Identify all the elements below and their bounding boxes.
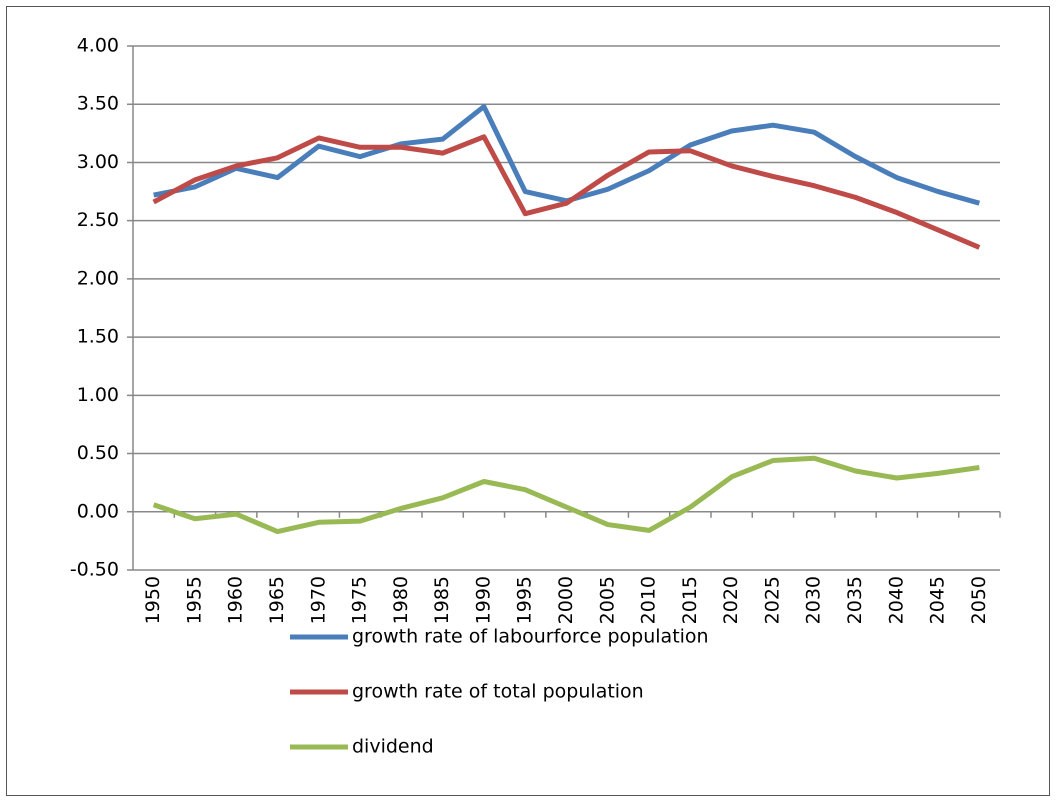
x-tick-label: 1960 (225, 576, 247, 624)
frame (6, 6, 1050, 796)
x-tick-label: 2025 (761, 576, 783, 624)
y-tick-label: 3.50 (77, 93, 119, 115)
y-tick-label: 2.50 (77, 209, 119, 231)
x-tick-label: 1975 (349, 576, 371, 624)
x-tick-label: 1980 (390, 576, 412, 624)
x-tick-label: 2015 (679, 576, 701, 624)
series-line (152, 455, 980, 535)
legend-label: dividend (352, 736, 434, 758)
x-tick-label: 1965 (266, 576, 288, 624)
legend-label: growth rate of labourforce population (352, 626, 709, 648)
y-tick-label: -0.50 (70, 559, 119, 581)
y-tick-label: 0.00 (77, 500, 119, 522)
x-tick-label: 1995 (514, 576, 536, 624)
x-tick-label: 2050 (968, 576, 990, 624)
x-tick-label: 2040 (885, 576, 907, 624)
x-tick-label: 2005 (596, 576, 618, 624)
y-tick-label: 4.00 (77, 35, 119, 57)
x-tick-label: 2010 (638, 576, 660, 624)
y-tick-label: 1.00 (77, 384, 119, 406)
y-tick-label: 0.50 (77, 442, 119, 464)
x-tick-label: 1970 (307, 576, 329, 624)
y-tick-label: 1.50 (77, 326, 119, 348)
x-tick-label: 2045 (927, 576, 949, 624)
y-tick-label: 3.00 (77, 151, 119, 173)
x-tick-label: 2030 (803, 576, 825, 624)
legend-label: growth rate of total population (352, 681, 644, 703)
x-tick-label: 1955 (183, 576, 205, 624)
x-tick-label: 2000 (555, 576, 577, 624)
x-tick-label: 1950 (142, 576, 164, 624)
x-tick-label: 1985 (431, 576, 453, 624)
y-tick-label: 2.00 (77, 267, 119, 289)
x-tick-label: 2020 (720, 576, 742, 624)
series-line (152, 134, 981, 250)
x-tick-label: 1990 (472, 576, 494, 624)
x-tick-label: 2035 (844, 576, 866, 624)
